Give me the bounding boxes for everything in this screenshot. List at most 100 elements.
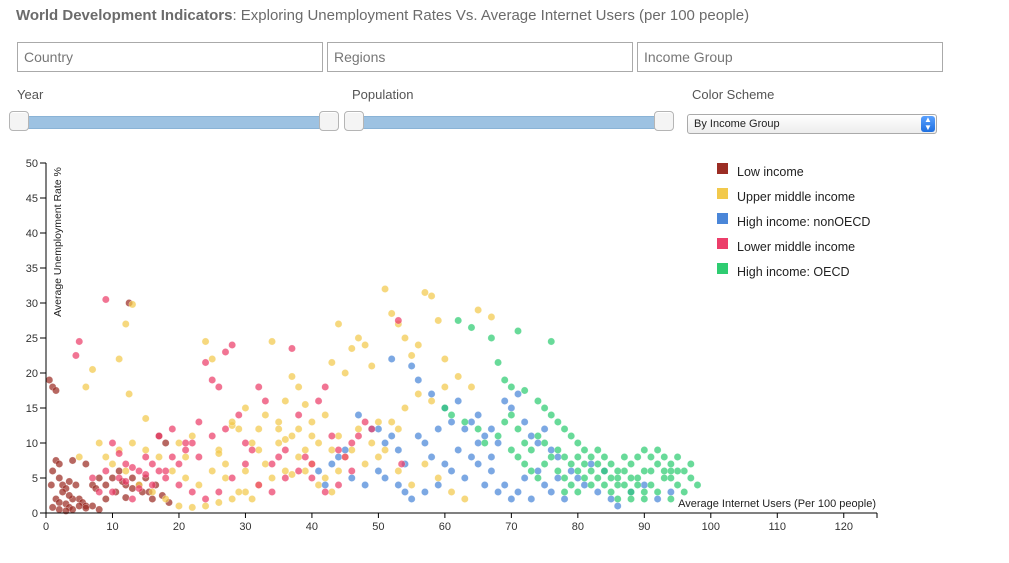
data-point-upper-middle-income [214, 498, 223, 507]
data-point-lower-middle-income [367, 425, 376, 433]
data-point-upper-middle-income [441, 383, 449, 391]
data-point-upper-middle-income [401, 404, 409, 412]
data-point-high-income-nonoecd [447, 467, 456, 475]
data-point-high-income-oecd [627, 474, 635, 482]
x-axis: 0 10 20 30 40 50 60 70 80 90 100 110 120 [43, 512, 878, 533]
data-point-lower-middle-income [115, 449, 123, 458]
y-axis: 0 5 10 15 20 25 30 35 40 45 50 [26, 158, 47, 520]
data-point-high-income-nonoecd [534, 467, 542, 475]
data-point-upper-middle-income [108, 460, 117, 468]
year-range-slider[interactable] [9, 111, 339, 131]
y-tick-label: 35 [26, 263, 38, 275]
data-point-upper-middle-income [261, 411, 270, 419]
legend-label: High income: OECD [737, 265, 850, 279]
population-slider-min-handle[interactable] [344, 111, 364, 131]
population-range-slider[interactable] [344, 111, 674, 131]
data-point-lower-middle-income [361, 418, 369, 426]
data-point-lower-middle-income [314, 397, 323, 405]
data-point-high-income-oecd [653, 460, 662, 468]
data-point-upper-middle-income [347, 344, 356, 353]
data-point-lower-middle-income [221, 348, 230, 356]
regions-input[interactable] [327, 42, 633, 72]
population-slider-max-handle[interactable] [654, 111, 674, 131]
data-point-upper-middle-income [361, 460, 369, 468]
data-point-upper-middle-income [321, 474, 330, 482]
data-point-lower-middle-income [128, 495, 137, 503]
data-point-high-income-oecd [593, 474, 602, 482]
data-point-lower-middle-income [201, 495, 210, 503]
income-group-input[interactable] [637, 42, 943, 72]
data-point-high-income-nonoecd [547, 446, 556, 454]
data-point-high-income-oecd [520, 386, 529, 395]
data-point-lower-middle-income [148, 481, 157, 489]
data-point-high-income-oecd [600, 481, 609, 489]
data-point-lower-middle-income [188, 439, 197, 447]
data-point-high-income-nonoecd [434, 481, 443, 489]
data-point-upper-middle-income [274, 418, 283, 426]
data-point-lower-middle-income [101, 467, 110, 475]
data-point-upper-middle-income [328, 358, 336, 367]
data-point-upper-middle-income [128, 439, 137, 447]
data-point-upper-middle-income [314, 481, 323, 489]
data-point-lower-middle-income [88, 474, 97, 482]
data-point-upper-middle-income [115, 355, 123, 363]
data-point-high-income-oecd [567, 481, 576, 489]
data-point-upper-middle-income [274, 439, 283, 447]
year-slider-max-handle[interactable] [319, 111, 339, 131]
y-tick-label: 10 [26, 438, 38, 450]
data-point-high-income-nonoecd [434, 425, 443, 433]
data-point-upper-middle-income [254, 446, 263, 454]
x-tick-label: 120 [835, 521, 853, 533]
data-point-lower-middle-income [108, 439, 117, 447]
data-point-upper-middle-income [288, 470, 296, 479]
data-point-high-income-oecd [554, 418, 562, 426]
data-point-lower-middle-income [288, 344, 296, 353]
data-point-high-income-nonoecd [441, 460, 449, 468]
data-point-high-income-oecd [620, 481, 629, 489]
data-point-high-income-nonoecd [421, 439, 429, 447]
data-point-high-income-nonoecd [567, 467, 576, 475]
data-point-upper-middle-income [281, 435, 290, 444]
data-point-high-income-oecd [660, 453, 669, 461]
y-tick-label: 5 [32, 473, 38, 485]
data-point-lower-middle-income [155, 432, 163, 440]
data-point-lower-middle-income [108, 488, 117, 496]
data-point-high-income-oecd [560, 488, 569, 496]
data-point-low-income [75, 502, 84, 510]
data-point-lower-middle-income [261, 397, 270, 405]
data-point-upper-middle-income [467, 383, 476, 391]
data-point-upper-middle-income [294, 383, 303, 391]
data-point-high-income-oecd [580, 460, 589, 468]
data-point-upper-middle-income [347, 446, 356, 454]
data-point-high-income-oecd [660, 474, 669, 482]
color-scheme-select[interactable]: By Income Group ▲ ▼ [687, 114, 937, 134]
data-point-high-income-nonoecd [381, 474, 389, 482]
data-point-upper-middle-income [121, 467, 130, 475]
data-point-low-income [68, 505, 77, 514]
data-point-high-income-oecd [540, 460, 549, 468]
data-point-high-income-oecd [667, 467, 675, 475]
data-point-low-income [65, 477, 74, 486]
country-input[interactable] [17, 42, 323, 72]
data-point-lower-middle-income [141, 470, 150, 479]
data-point-lower-middle-income [274, 453, 283, 461]
data-point-upper-middle-income [288, 432, 296, 440]
data-point-high-income-oecd [573, 467, 582, 475]
data-point-lower-middle-income [181, 439, 190, 447]
data-point-high-income-nonoecd [347, 474, 356, 482]
data-point-high-income-oecd [547, 411, 556, 419]
data-point-upper-middle-income [354, 334, 363, 342]
data-point-high-income-nonoecd [487, 453, 496, 461]
data-point-high-income-nonoecd [487, 425, 496, 433]
data-point-upper-middle-income [301, 467, 310, 475]
data-point-low-income [95, 505, 104, 514]
population-label: Population [352, 87, 414, 102]
data-point-high-income-oecd [613, 481, 622, 489]
legend-label: Low income [737, 165, 804, 179]
x-tick-label: 0 [43, 521, 49, 533]
year-slider-min-handle[interactable] [9, 111, 29, 131]
data-point-high-income-oecd [507, 446, 516, 454]
data-point-lower-middle-income [308, 474, 316, 482]
data-point-high-income-oecd [441, 404, 449, 412]
data-point-high-income-nonoecd [387, 355, 396, 363]
